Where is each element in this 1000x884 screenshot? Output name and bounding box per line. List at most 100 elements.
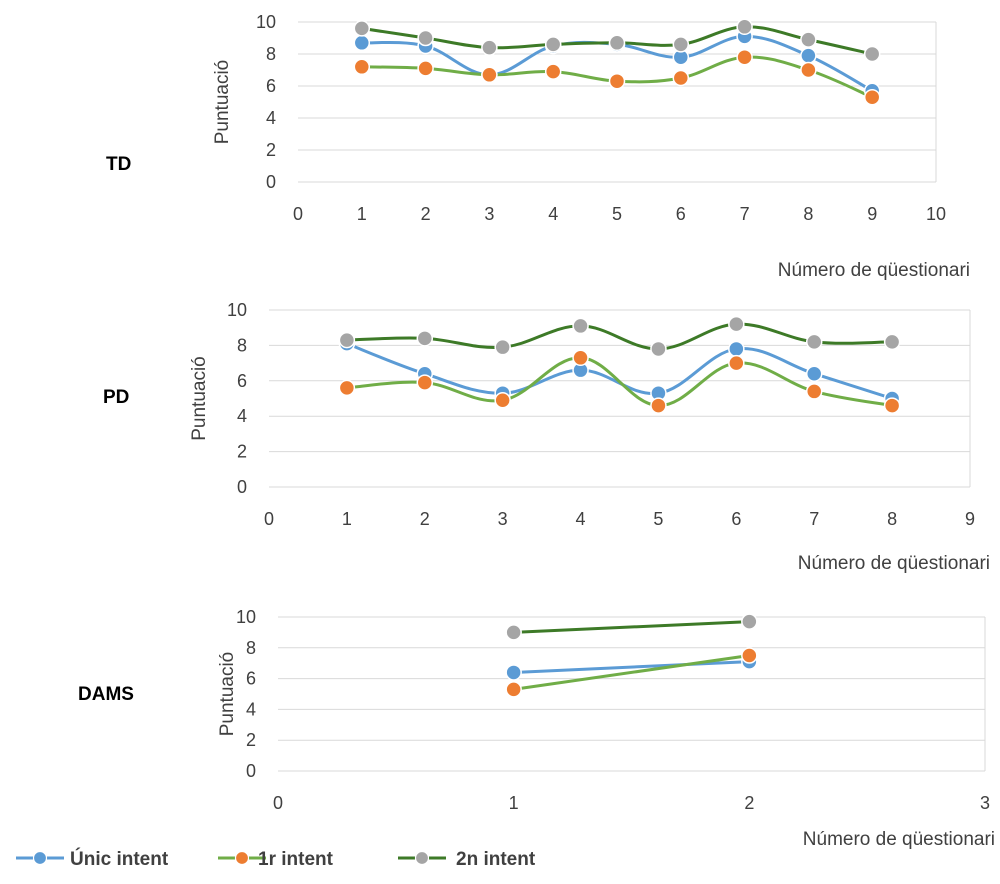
legend-item-r1: 1r intent bbox=[218, 849, 334, 870]
x-tick-label: 1 bbox=[342, 509, 352, 529]
x-tick-label: 2 bbox=[421, 204, 431, 224]
data-point-unic bbox=[805, 365, 823, 382]
data-point-unic bbox=[728, 340, 745, 358]
x-tick-label: 7 bbox=[740, 204, 750, 224]
y-tick-label: 8 bbox=[266, 44, 276, 64]
y-tick-label: 4 bbox=[246, 699, 256, 719]
x-tick-label: 9 bbox=[867, 204, 877, 224]
x-tick-label: 5 bbox=[612, 204, 622, 224]
data-point-r1 bbox=[505, 681, 522, 698]
x-tick-label: 7 bbox=[809, 509, 819, 529]
y-tick-label: 2 bbox=[266, 140, 276, 160]
y-tick-label: 8 bbox=[237, 335, 247, 355]
data-point-r1 bbox=[481, 66, 498, 84]
x-tick-label: 8 bbox=[803, 204, 813, 224]
data-point-n2 bbox=[353, 20, 371, 37]
x-axis-title: Número de qüestionari bbox=[803, 829, 995, 850]
data-point-r1 bbox=[608, 72, 626, 90]
data-point-r1 bbox=[741, 647, 758, 664]
x-tick-label: 2 bbox=[420, 509, 430, 529]
data-point-n2 bbox=[505, 624, 522, 641]
series-line-r1 bbox=[513, 654, 750, 691]
chart-panel-pd: 0 2 4 6 8 10 0 1 2 3 4 5 6 7 8 9 Puntuació Número de qües… bbox=[103, 300, 990, 574]
data-point-r1 bbox=[883, 397, 901, 414]
data-point-r1 bbox=[572, 349, 589, 367]
legend-marker-n2 bbox=[414, 850, 430, 866]
series-line-r1 bbox=[346, 356, 893, 408]
data-point-n2 bbox=[741, 613, 758, 630]
y-axis-title: Puntuació bbox=[212, 60, 233, 145]
x-tick-label: 8 bbox=[887, 509, 897, 529]
data-point-unic bbox=[353, 34, 371, 52]
data-point-r1 bbox=[805, 383, 823, 400]
data-point-n2 bbox=[416, 330, 434, 347]
data-point-n2 bbox=[417, 29, 434, 47]
y-tick-label: 4 bbox=[266, 108, 276, 128]
y-tick-label: 0 bbox=[246, 761, 256, 781]
y-axis-title: Puntuació bbox=[217, 652, 238, 737]
x-tick-label: 1 bbox=[357, 204, 367, 224]
data-point-n2 bbox=[650, 340, 667, 358]
legend-marker-unic bbox=[32, 850, 48, 866]
series-line-n2 bbox=[513, 620, 750, 634]
x-tick-label: 4 bbox=[576, 509, 586, 529]
data-point-n2 bbox=[800, 31, 817, 48]
chart-panel-td: 0 2 4 6 8 10 0 1 2 3 4 5 6 7 8 9 10 Puntuació Número de qü… bbox=[106, 12, 970, 281]
data-point-n2 bbox=[863, 45, 881, 63]
y-tick-label: 0 bbox=[237, 477, 247, 497]
y-tick-label: 4 bbox=[237, 406, 247, 426]
y-tick-label: 6 bbox=[266, 76, 276, 96]
x-tick-label: 1 bbox=[509, 793, 519, 813]
data-point-n2 bbox=[805, 333, 823, 351]
y-tick-label: 2 bbox=[246, 730, 256, 750]
x-tick-label: 3 bbox=[498, 509, 508, 529]
data-point-n2 bbox=[494, 338, 511, 356]
data-point-n2 bbox=[608, 34, 626, 52]
legend-marker-r1 bbox=[234, 850, 250, 866]
legend-label-n2: 2n intent bbox=[456, 849, 536, 870]
data-point-n2 bbox=[338, 331, 356, 349]
x-axis-title: Número de qüestionari bbox=[778, 260, 970, 281]
y-tick-label: 10 bbox=[227, 300, 247, 320]
y-tick-label: 0 bbox=[266, 172, 276, 192]
x-tick-label: 4 bbox=[548, 204, 558, 224]
data-point-n2 bbox=[736, 18, 753, 36]
data-point-unic bbox=[505, 664, 522, 681]
data-point-n2 bbox=[572, 317, 589, 335]
data-point-r1 bbox=[494, 392, 511, 409]
data-point-n2 bbox=[544, 36, 562, 53]
series-line-n2 bbox=[346, 322, 893, 351]
data-point-r1 bbox=[736, 48, 753, 66]
data-point-r1 bbox=[800, 61, 817, 79]
y-tick-label: 10 bbox=[256, 12, 276, 32]
panel-label: DAMS bbox=[78, 684, 134, 705]
data-point-r1 bbox=[416, 374, 434, 391]
x-tick-label: 0 bbox=[264, 509, 274, 529]
x-tick-label: 6 bbox=[731, 509, 741, 529]
data-point-r1 bbox=[353, 58, 371, 76]
y-tick-label: 2 bbox=[237, 442, 247, 462]
x-tick-label: 3 bbox=[484, 204, 494, 224]
x-tick-label: 5 bbox=[653, 509, 663, 529]
data-point-n2 bbox=[883, 333, 901, 351]
data-point-r1 bbox=[672, 69, 690, 87]
data-point-r1 bbox=[338, 379, 356, 397]
legend: Únic intent 1r intent 2n intent bbox=[16, 848, 536, 870]
chart-panel-dams: 0 2 4 6 8 10 0 1 2 3 Puntuació Número de qüestionar… bbox=[78, 607, 995, 850]
x-tick-label: 6 bbox=[676, 204, 686, 224]
y-tick-label: 10 bbox=[236, 607, 256, 627]
x-tick-label: 10 bbox=[926, 204, 946, 224]
data-point-n2 bbox=[672, 36, 690, 53]
x-tick-label: 0 bbox=[293, 204, 303, 224]
data-point-unic bbox=[800, 47, 817, 64]
data-point-r1 bbox=[544, 63, 562, 80]
x-tick-label: 3 bbox=[980, 793, 990, 813]
series-line-unic bbox=[513, 660, 750, 674]
y-tick-label: 6 bbox=[237, 371, 247, 391]
data-point-r1 bbox=[650, 397, 667, 414]
x-axis-title: Número de qüestionari bbox=[798, 553, 990, 574]
y-tick-label: 6 bbox=[246, 669, 256, 689]
legend-item-n2: 2n intent bbox=[398, 849, 536, 870]
